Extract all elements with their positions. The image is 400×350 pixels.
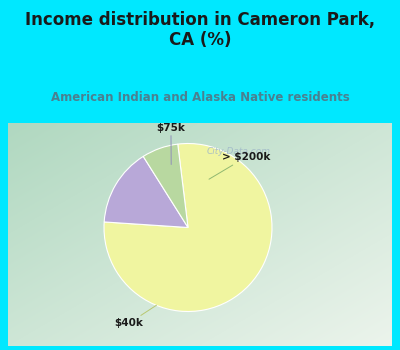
Text: Income distribution in Cameron Park,
CA (%): Income distribution in Cameron Park, CA … bbox=[25, 10, 375, 49]
Wedge shape bbox=[143, 144, 188, 228]
Text: > $200k: > $200k bbox=[209, 152, 270, 179]
Text: American Indian and Alaska Native residents: American Indian and Alaska Native reside… bbox=[51, 91, 349, 104]
Text: City-Data.com: City-Data.com bbox=[206, 147, 270, 156]
Wedge shape bbox=[104, 156, 188, 228]
Wedge shape bbox=[104, 144, 272, 312]
Text: $40k: $40k bbox=[114, 305, 156, 328]
Text: $75k: $75k bbox=[156, 123, 185, 164]
